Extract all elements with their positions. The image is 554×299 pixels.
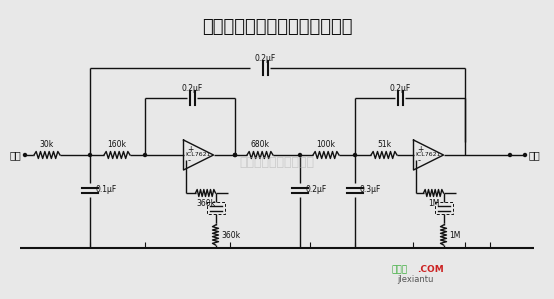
Text: 100k: 100k	[316, 140, 336, 149]
Text: 0.2μF: 0.2μF	[254, 54, 276, 63]
Circle shape	[89, 153, 91, 156]
Text: 160k: 160k	[107, 140, 126, 149]
Circle shape	[353, 153, 357, 156]
Text: 0.2μF: 0.2μF	[305, 185, 326, 195]
Text: -: -	[187, 156, 191, 165]
Text: ICL7621: ICL7621	[185, 152, 211, 158]
Text: 接线图: 接线图	[392, 266, 408, 274]
Text: .COM: .COM	[417, 266, 443, 274]
Text: +: +	[187, 145, 194, 154]
Text: ICL7621: ICL7621	[416, 152, 441, 158]
Text: 1M: 1M	[428, 199, 439, 208]
Text: 输入: 输入	[9, 150, 21, 160]
Circle shape	[509, 153, 511, 156]
Text: 680k: 680k	[250, 140, 269, 149]
Text: 汕州睿睿科技有限公司: 汕州睿睿科技有限公司	[239, 155, 315, 169]
Text: 0.2μF: 0.2μF	[181, 84, 203, 93]
Text: 0.2μF: 0.2μF	[389, 84, 411, 93]
Text: 51k: 51k	[377, 140, 391, 149]
Text: 360k: 360k	[196, 199, 215, 208]
Text: +: +	[418, 145, 424, 154]
Text: 30k: 30k	[40, 140, 54, 149]
Circle shape	[233, 153, 237, 156]
Text: -: -	[418, 156, 420, 165]
Text: 0.3μF: 0.3μF	[360, 185, 381, 195]
Circle shape	[299, 153, 301, 156]
Text: jlexiantu: jlexiantu	[397, 275, 433, 285]
Text: 五阶切比雪夫多反馈低通滤波器: 五阶切比雪夫多反馈低通滤波器	[202, 18, 352, 36]
Text: 1M: 1M	[449, 231, 461, 239]
Circle shape	[233, 153, 237, 156]
Text: 输出: 输出	[529, 150, 541, 160]
Circle shape	[524, 153, 526, 156]
Text: 0.1μF: 0.1μF	[95, 185, 116, 195]
Circle shape	[23, 153, 27, 156]
Text: 360k: 360k	[222, 231, 240, 239]
Circle shape	[143, 153, 146, 156]
